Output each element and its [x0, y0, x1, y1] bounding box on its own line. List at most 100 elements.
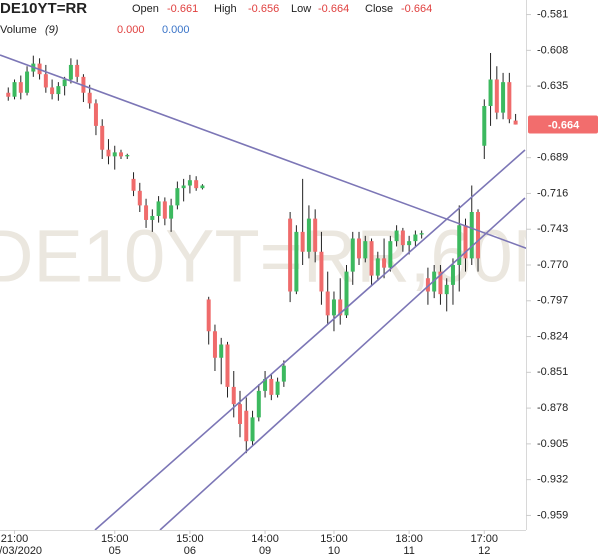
volume-period: (9) [45, 24, 59, 36]
candle-body [231, 386, 236, 405]
candle-body [319, 251, 324, 292]
candle-body [363, 241, 368, 259]
y-tick-label: -0.743 [537, 223, 568, 235]
candle-body [400, 230, 405, 246]
candle-body [250, 417, 255, 442]
y-tick-label: -0.635 [537, 80, 568, 92]
y-tick-label: -0.797 [537, 295, 568, 307]
trend-line [0, 54, 599, 276]
y-tick-label: -0.581 [537, 8, 568, 20]
y-tick-label: -0.905 [537, 438, 568, 450]
candle-body [394, 230, 399, 242]
y-tick-label: -0.608 [537, 44, 568, 56]
close-value: -0.664 [401, 3, 432, 15]
candle-body [338, 299, 343, 316]
candle-body [175, 188, 180, 206]
candle-body [288, 218, 293, 292]
candle-body [300, 231, 305, 252]
candle-body [156, 201, 161, 216]
y-tick-label: -0.851 [537, 366, 568, 378]
candle-body [306, 218, 311, 252]
candle-body [194, 180, 199, 189]
candle-body [325, 291, 330, 316]
candle-body [225, 344, 230, 387]
candle-body [488, 79, 493, 106]
candle-body [382, 258, 387, 268]
open-label: Open [132, 3, 159, 15]
candle-body [438, 271, 443, 295]
y-axis-area [526, 0, 599, 558]
high-value: -0.656 [248, 3, 279, 15]
candle-body [75, 64, 80, 77]
candle-body [18, 82, 23, 93]
candle-body [375, 258, 380, 276]
candle-body [344, 271, 349, 316]
candle-body [369, 241, 374, 276]
candle-body [463, 225, 468, 259]
last-price-label: -0.664 [548, 119, 580, 131]
x-tick-label: 15:00 [320, 533, 348, 545]
x-tick-label: 15:00 [101, 533, 129, 545]
candle-body [56, 86, 61, 95]
candle-body [469, 212, 474, 259]
x-tick-date: 03/03/2020 [0, 545, 42, 557]
candle-body [169, 205, 174, 219]
candle-body [137, 190, 142, 206]
candle-body [181, 185, 186, 189]
candle-body [50, 87, 55, 95]
y-tick-label: -0.689 [537, 152, 568, 164]
low-value: -0.664 [318, 3, 349, 15]
x-tick-date: 09 [259, 545, 271, 557]
candle-body [200, 185, 205, 189]
candle-body [425, 278, 430, 292]
close-label: Close [365, 3, 393, 15]
candle-body [450, 265, 455, 285]
candle-body [313, 218, 318, 252]
low-label: Low [291, 3, 311, 15]
candle-body [25, 71, 30, 93]
y-tick-label: -0.824 [537, 330, 568, 342]
candle-body [494, 79, 499, 113]
trend-line [159, 197, 526, 531]
x-tick-label: 17:00 [471, 533, 499, 545]
x-tick-label: 21:00 [1, 533, 29, 545]
candle-body [244, 410, 249, 442]
candle-body [419, 233, 424, 235]
x-tick-label: 15:00 [176, 533, 204, 545]
candle-body [413, 234, 418, 242]
candle-body [269, 378, 274, 395]
watermark: DE10YT=RR,60M [0, 215, 574, 298]
candle-body [43, 74, 48, 88]
volume-label: Volume [0, 24, 37, 36]
candle-body [62, 79, 67, 87]
candle-body [357, 238, 362, 259]
candle-body [150, 215, 155, 220]
candle-body [482, 106, 487, 146]
candle-body [144, 205, 149, 220]
candle-body [68, 64, 73, 80]
high-label: High [214, 3, 237, 15]
candle-body [457, 225, 462, 265]
volume-value: 0.000 [117, 24, 145, 36]
candle-body [238, 404, 243, 424]
candle-body [93, 103, 98, 126]
candle-body [407, 241, 412, 246]
candle-body [294, 231, 299, 292]
candle-body [507, 82, 512, 120]
candle-body [501, 82, 506, 113]
candle-body [212, 331, 217, 358]
candle-body [100, 125, 105, 150]
x-tick-date: 11 [403, 545, 414, 557]
candle-body [275, 381, 280, 395]
candle-body [6, 92, 11, 97]
candle-body [206, 299, 211, 332]
candle-body [125, 155, 130, 157]
candle-body [106, 149, 111, 157]
y-tick-label: -0.770 [537, 259, 568, 271]
y-tick-label: -0.932 [537, 474, 568, 486]
candle-body [331, 299, 336, 316]
candle-body [187, 180, 192, 186]
y-tick-label: -0.878 [537, 402, 568, 414]
trend-line [94, 149, 526, 531]
